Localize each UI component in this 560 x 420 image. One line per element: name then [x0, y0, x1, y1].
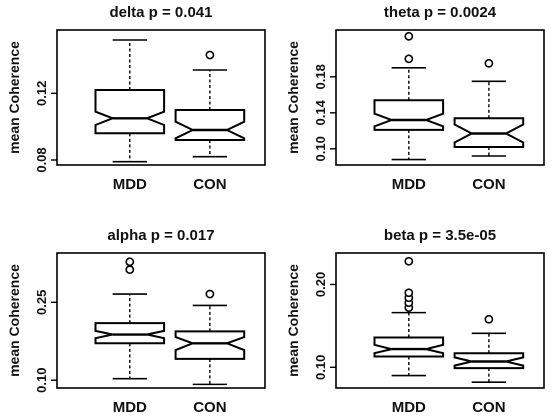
outlier-point [205, 50, 215, 60]
x-category-label: CON [193, 176, 226, 193]
y-tick-label: 0.20 [313, 272, 328, 297]
x-category-label: MDD [113, 399, 147, 416]
box-mdd: MDD [94, 39, 166, 193]
x-category-label: MDD [392, 399, 426, 416]
box-mdd: MDD [373, 256, 445, 416]
box-mdd: MDD [94, 257, 166, 416]
y-tick-label: 0.10 [313, 355, 328, 380]
outlier-point [484, 58, 494, 68]
panel-title: alpha p = 0.017 [107, 227, 214, 244]
outlier-point [205, 289, 215, 299]
y-axis-label: mean Coherence [6, 41, 22, 154]
box-con: CON [453, 314, 525, 416]
notched-box [174, 330, 246, 360]
box-con: CON [453, 58, 525, 193]
plot-frame [335, 29, 545, 166]
y-tick-label: 0.25 [34, 290, 49, 315]
x-category-label: CON [472, 399, 505, 416]
outlier-point [484, 314, 494, 324]
outlier-point [125, 257, 135, 267]
x-category-label: MDD [113, 176, 147, 193]
x-category-label: CON [193, 399, 226, 416]
plot-frame [56, 29, 266, 166]
y-tick-label: 0.10 [313, 136, 328, 161]
y-tick-label: 0.18 [313, 64, 328, 89]
box-mdd: MDD [373, 31, 445, 193]
outlier-point [404, 31, 414, 41]
box-con: CON [174, 50, 246, 193]
outlier-point [404, 256, 414, 266]
plot-frame [56, 252, 266, 389]
y-axis-label: mean Coherence [285, 264, 301, 377]
box-con: CON [174, 289, 246, 416]
panel-4: beta p = 3.5e-05 mean Coherence 0.10 0.20 MD… [285, 227, 545, 416]
y-axis-label: mean Coherence [6, 264, 22, 377]
y-axis-label: mean Coherence [285, 41, 301, 154]
notched-box [373, 336, 445, 358]
y-tick-label: 0.08 [34, 147, 49, 172]
panel-2: theta p = 0.0024 mean Coherence 0.10 0.14 0.… [285, 4, 545, 193]
notched-box [174, 109, 246, 141]
notched-box [94, 89, 166, 135]
outlier-point [404, 288, 414, 298]
y-tick-label: 0.12 [34, 81, 49, 106]
outlier-point [404, 54, 414, 64]
panel-3: alpha p = 0.017 mean Coherence 0.10 0.25 MDD… [6, 227, 266, 416]
x-category-label: MDD [392, 176, 426, 193]
y-tick-label: 0.10 [34, 368, 49, 393]
notched-box [373, 99, 445, 131]
notched-box [94, 322, 166, 345]
panel-title: theta p = 0.0024 [384, 4, 497, 21]
plot-frame [335, 252, 545, 389]
panel-1: delta p = 0.041 mean Coherence 0.08 0.12 MDD… [6, 4, 266, 193]
panel-title: delta p = 0.041 [110, 4, 213, 21]
panel-title: beta p = 3.5e-05 [384, 227, 496, 244]
outlier-point [125, 265, 135, 275]
y-tick-label: 0.14 [313, 99, 328, 125]
x-category-label: CON [472, 176, 505, 193]
